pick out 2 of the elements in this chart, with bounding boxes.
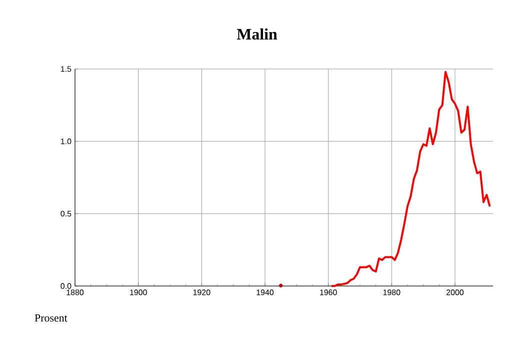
chart-title: Malin xyxy=(236,28,278,40)
y-axis-title: Prosent xyxy=(34,314,68,322)
